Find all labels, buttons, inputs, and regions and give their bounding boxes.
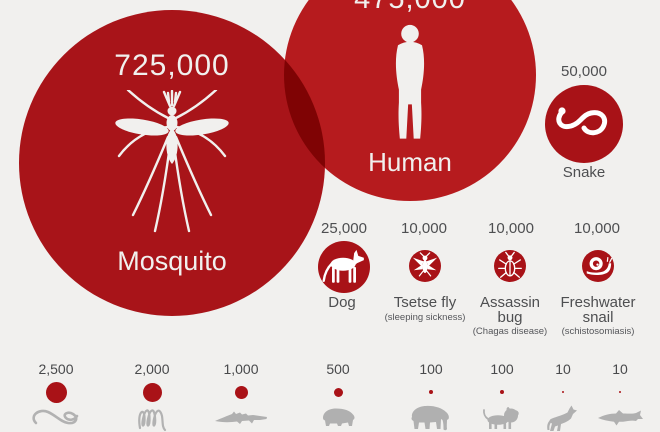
- human-bubble: 475,000 Human: [284, 0, 536, 201]
- assassin-bug-label: Assassin bug: [479, 294, 541, 326]
- mosquito-value: 725,000: [114, 49, 230, 82]
- crocodile-column: 1,000: [196, 360, 286, 432]
- elephant-column: 100: [386, 360, 476, 432]
- hippopotamus-icon: [323, 408, 355, 426]
- dog-bubble: [318, 241, 370, 293]
- assassin-bug-label-wrap: Assassin bug (Chagas disease): [470, 294, 550, 337]
- elephant-dot: [429, 390, 433, 394]
- crocodile-dot: [234, 385, 248, 399]
- human-label: Human: [368, 147, 452, 177]
- roundworm-value: 2,000: [134, 361, 170, 377]
- freshwater-snail-label: Freshwater snail: [560, 294, 636, 326]
- lion-dot: [500, 390, 504, 394]
- shark-column: 10: [575, 360, 660, 432]
- shark-dot: [618, 390, 622, 394]
- wolf-dot: [561, 390, 565, 394]
- tsetse-fly-label-wrap: Tsetse fly (sleeping sickness): [384, 294, 466, 323]
- lion-value: 100: [490, 361, 514, 377]
- freshwater-snail-icon: [586, 256, 613, 276]
- tsetse-fly-value: 10,000: [401, 220, 447, 237]
- freshwater-snail-value: 10,000: [574, 220, 620, 237]
- assassin-bug-value: 10,000: [488, 220, 534, 237]
- mosquito-bubble: 725,000 Mosquito: [19, 10, 325, 316]
- human-icon: [395, 24, 425, 139]
- freshwater-snail-bubble: [582, 250, 614, 282]
- snake-label-wrap: Snake: [544, 164, 624, 181]
- elephant-value: 100: [419, 361, 443, 377]
- hippopotamus-dot: [333, 387, 343, 397]
- dog-value: 25,000: [321, 220, 367, 237]
- human-value: 475,000: [284, 0, 536, 14]
- assassin-bug-sublabel: (Chagas disease): [472, 326, 548, 337]
- lion-column: 100: [457, 360, 547, 432]
- tapeworm-column: 2,500: [11, 360, 101, 432]
- snake-value: 50,000: [561, 63, 607, 80]
- tapeworm-value: 2,500: [38, 361, 74, 377]
- dog-label-wrap: Dog: [302, 294, 382, 311]
- roundworm-dot: [142, 382, 162, 402]
- dog-label: Dog: [328, 294, 356, 311]
- lion-icon: [483, 407, 519, 429]
- tsetse-fly-sublabel: (sleeping sickness): [384, 311, 466, 323]
- roundworm-column: 2,000: [107, 360, 197, 432]
- elephant-icon: [411, 405, 449, 431]
- mosquito-label: Mosquito: [117, 246, 227, 276]
- roundworm-icon: [138, 409, 167, 432]
- wolf-value: 10: [555, 361, 571, 377]
- shark-value: 10: [612, 361, 628, 377]
- freshwater-snail-label-wrap: Freshwater snail (schistosomiasis): [558, 294, 638, 337]
- tapeworm-dot: [45, 381, 67, 403]
- hippopotamus-column: 500: [293, 360, 383, 432]
- tsetse-fly-icon: [412, 252, 438, 277]
- tsetse-fly-label: Tsetse fly: [393, 294, 457, 311]
- assassin-bug-icon: [498, 251, 522, 278]
- freshwater-snail-sublabel: (schistosomiasis): [561, 326, 635, 337]
- snake-label: Snake: [562, 164, 606, 181]
- crocodile-value: 1,000: [223, 361, 259, 377]
- tapeworm-icon: [32, 409, 79, 425]
- mosquito-icon: [115, 90, 229, 233]
- dog-icon: [322, 249, 364, 283]
- snake-bubble: [545, 85, 623, 163]
- wolf-column: 10: [518, 360, 608, 432]
- crocodile-icon: [215, 411, 267, 424]
- tsetse-fly-bubble: [409, 250, 441, 282]
- shark-icon: [598, 410, 643, 426]
- snake-icon: [556, 107, 608, 136]
- wolf-icon: [547, 405, 577, 431]
- assassin-bug-bubble: [494, 250, 526, 282]
- hippopotamus-value: 500: [326, 361, 350, 377]
